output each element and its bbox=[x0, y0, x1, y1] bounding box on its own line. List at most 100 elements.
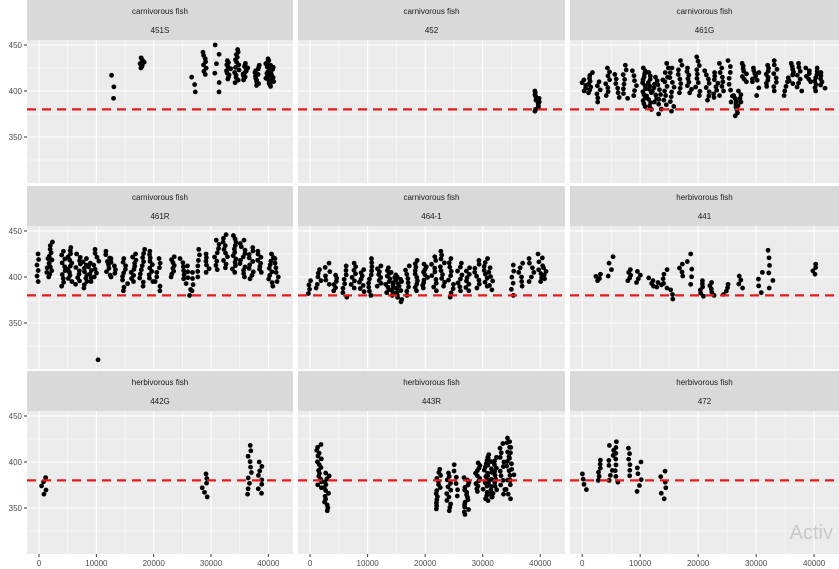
data-point bbox=[461, 475, 467, 481]
data-point bbox=[680, 273, 686, 279]
data-point bbox=[221, 235, 226, 241]
data-point bbox=[315, 270, 321, 276]
data-point bbox=[46, 253, 52, 259]
data-point bbox=[62, 264, 68, 270]
data-point bbox=[756, 70, 762, 75]
data-point bbox=[531, 269, 537, 275]
data-point bbox=[717, 70, 723, 75]
data-point bbox=[702, 68, 708, 74]
data-point bbox=[705, 76, 711, 82]
strip-group-label: herbivorous fish bbox=[676, 378, 732, 387]
data-point bbox=[697, 88, 703, 94]
data-point bbox=[322, 265, 328, 270]
data-point bbox=[688, 281, 694, 287]
data-point bbox=[121, 284, 127, 290]
data-point bbox=[794, 72, 800, 78]
data-point bbox=[694, 54, 700, 60]
data-point bbox=[357, 286, 363, 291]
data-point bbox=[192, 82, 198, 87]
data-point bbox=[485, 256, 490, 261]
data-point bbox=[658, 490, 664, 496]
data-point bbox=[771, 62, 777, 68]
data-point bbox=[474, 285, 480, 291]
data-point bbox=[605, 73, 611, 79]
data-point bbox=[781, 93, 787, 98]
data-point bbox=[432, 269, 438, 275]
data-point bbox=[806, 68, 812, 74]
data-point bbox=[671, 104, 677, 109]
strip-id-label: 451S bbox=[151, 26, 170, 35]
data-point bbox=[814, 65, 820, 71]
data-point bbox=[646, 70, 652, 75]
data-point bbox=[306, 291, 311, 296]
data-point bbox=[92, 250, 98, 256]
data-point bbox=[270, 283, 276, 289]
data-point bbox=[60, 276, 66, 281]
data-point bbox=[231, 233, 236, 238]
data-point bbox=[223, 261, 229, 267]
data-point bbox=[494, 487, 500, 493]
data-point bbox=[189, 74, 195, 80]
data-point bbox=[797, 76, 803, 82]
data-point bbox=[267, 62, 273, 68]
x-tick-label: 0 bbox=[37, 559, 42, 568]
data-point bbox=[606, 443, 612, 448]
data-point bbox=[796, 64, 802, 70]
data-point bbox=[507, 482, 513, 488]
x-tick-label: 30000 bbox=[745, 559, 768, 568]
data-point bbox=[597, 461, 603, 467]
data-point bbox=[596, 469, 601, 475]
data-point bbox=[796, 60, 801, 66]
data-point bbox=[687, 90, 693, 96]
data-point bbox=[584, 487, 589, 492]
data-point bbox=[59, 260, 65, 266]
data-point bbox=[714, 87, 720, 93]
data-point bbox=[498, 450, 504, 456]
panel-background bbox=[298, 411, 565, 554]
data-point bbox=[441, 283, 446, 289]
facet-strip bbox=[570, 186, 839, 226]
data-point bbox=[448, 269, 454, 274]
data-point bbox=[605, 273, 611, 279]
data-point bbox=[466, 281, 472, 287]
data-point bbox=[653, 92, 659, 98]
data-point bbox=[180, 260, 186, 266]
data-point bbox=[519, 283, 525, 289]
data-point bbox=[476, 277, 482, 283]
data-point bbox=[685, 65, 690, 71]
data-point bbox=[204, 262, 209, 268]
data-point bbox=[444, 491, 450, 497]
x-tick-label: 40000 bbox=[529, 559, 552, 568]
data-point bbox=[735, 103, 741, 109]
data-point bbox=[204, 255, 209, 261]
data-point bbox=[607, 472, 613, 478]
panel-background bbox=[27, 411, 293, 554]
data-point bbox=[541, 265, 546, 271]
data-point bbox=[703, 85, 709, 90]
data-point bbox=[771, 88, 777, 94]
data-point bbox=[41, 491, 47, 497]
data-point bbox=[603, 93, 609, 98]
data-point bbox=[448, 501, 454, 507]
data-point bbox=[706, 80, 712, 86]
strip-group-label: carnivorous fish bbox=[403, 193, 459, 202]
data-point bbox=[272, 260, 278, 266]
data-point bbox=[61, 248, 66, 254]
data-point bbox=[180, 264, 186, 270]
data-point bbox=[216, 89, 222, 95]
data-point bbox=[108, 274, 114, 280]
data-point bbox=[613, 462, 619, 468]
data-point bbox=[247, 459, 253, 465]
data-point bbox=[726, 81, 732, 87]
data-point bbox=[368, 292, 374, 298]
data-point bbox=[94, 254, 100, 260]
data-point bbox=[206, 266, 212, 272]
data-point bbox=[536, 259, 542, 265]
data-point bbox=[488, 274, 493, 280]
strip-id-label: 441 bbox=[698, 212, 712, 221]
data-point bbox=[154, 274, 160, 280]
data-point bbox=[246, 255, 252, 261]
data-point bbox=[274, 279, 280, 284]
data-point bbox=[706, 93, 712, 99]
data-point bbox=[658, 92, 663, 97]
